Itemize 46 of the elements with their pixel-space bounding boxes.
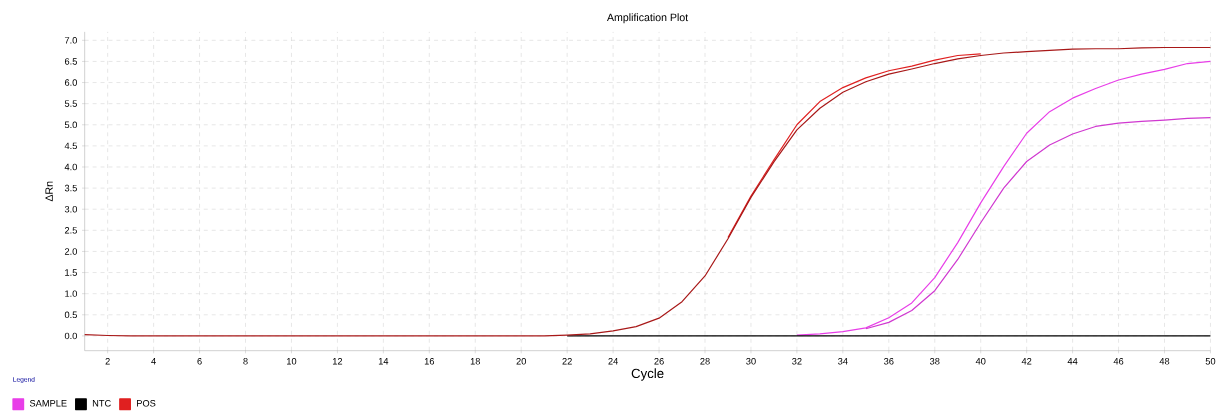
x-tick-label: 38 [929, 357, 940, 365]
x-tick-label: 36 [884, 357, 894, 365]
y-tick-label: 4.5 [64, 142, 77, 149]
x-tick-label: 42 [1021, 357, 1032, 365]
x-tick-label: 50 [1205, 357, 1216, 365]
x-tick-label: 18 [470, 357, 481, 365]
x-tick-label: 24 [608, 357, 618, 365]
y-tick-label: 6.5 [64, 57, 77, 65]
y-tick-label: 2.5 [64, 226, 77, 234]
x-tick-label: 20 [516, 357, 526, 365]
x-tick-label: 22 [562, 357, 572, 365]
y-tick-label: 4.0 [64, 163, 77, 171]
y-tick-label: 0.5 [64, 311, 77, 318]
x-tick-label: 8 [243, 357, 248, 365]
x-tick-label: 12 [332, 357, 343, 365]
chart-title: Amplification Plot [606, 13, 689, 24]
x-tick-label: 32 [792, 357, 802, 365]
y-axis-title: ΔRn [45, 181, 53, 202]
x-tick-label: 34 [838, 357, 848, 365]
x-tick-label: 30 [746, 357, 756, 365]
legend-label: NTC [92, 399, 111, 407]
y-tick-label: 1.5 [65, 269, 77, 276]
y-tick-label: 3.0 [64, 205, 77, 213]
x-tick-label: 46 [1113, 357, 1124, 365]
x-tick-label: 48 [1159, 357, 1170, 365]
legend-label: SAMPLE [29, 399, 67, 407]
y-tick-label: 5.5 [64, 100, 77, 107]
x-tick-label: 10 [287, 357, 297, 365]
legend-label: POS [137, 399, 156, 407]
x-tick-label: 2 [105, 357, 110, 365]
y-tick-label: 6.0 [64, 79, 77, 86]
x-tick-label: 6 [197, 357, 202, 365]
y-tick-label: 3.5 [64, 184, 77, 192]
x-axis-title: Cycle [631, 368, 664, 381]
y-tick-label: 7.0 [64, 36, 77, 44]
x-tick-label: 40 [975, 357, 986, 365]
x-tick-label: 14 [378, 357, 389, 365]
y-tick-label: 5.0 [64, 121, 77, 128]
x-tick-label: 26 [654, 357, 664, 365]
y-tick-label: 2.0 [64, 247, 77, 255]
y-tick-label: 1.0 [65, 290, 77, 297]
x-tick-label: 16 [424, 357, 435, 365]
x-tick-label: 44 [1067, 357, 1078, 365]
x-tick-label: 28 [700, 357, 710, 365]
y-tick-label: 0.0 [64, 332, 77, 339]
x-tick-label: 4 [151, 357, 156, 365]
